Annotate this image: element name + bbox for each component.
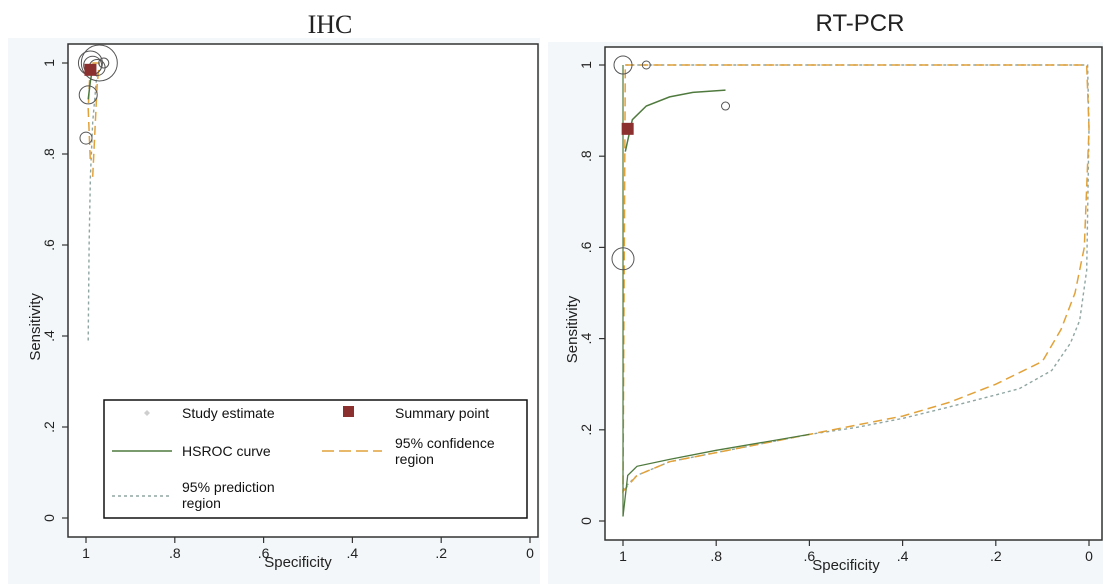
ihc-study-estimate-0 — [80, 44, 118, 82]
rt-pcr-hsroc-curve-lower — [622, 433, 810, 517]
rt-pcr-study-estimate-3 — [611, 247, 635, 271]
ihc-x-tick-label-0: 1 — [82, 545, 90, 561]
legend-prediction-region-label: 95% prediction region — [182, 479, 279, 511]
rt-pcr-plot: 1 .8 .6 .4 .2 0 0 .2 .4 .6 .8 1 Specificity Sensitivi… — [564, 55, 1093, 574]
ihc-x-axis-label: Specificity — [264, 554, 332, 571]
legend-study-estimate-marker — [144, 410, 150, 416]
ihc-x-tick-label-2: .6 — [258, 545, 270, 561]
ihc-x-tick-label-5: 0 — [526, 545, 534, 561]
rt-pcr-prediction-region — [622, 64, 1090, 490]
rt-pcr-confidence-region — [622, 64, 1090, 494]
rt-pcr-y-tick-label-3: .6 — [578, 241, 594, 253]
legend-prediction-region-line-2: region — [182, 495, 221, 511]
rt-pcr-x-tick-label-4: .2 — [990, 548, 1002, 564]
ihc-y-tick-label-3: .6 — [41, 239, 57, 251]
rt-pcr-y-tick-label-4: .8 — [578, 150, 594, 162]
ihc-summary-point — [84, 63, 97, 76]
chart-title-rt-pcr: RT-PCR — [815, 10, 905, 37]
rt-pcr-y-tick-label-2: .4 — [578, 333, 594, 345]
ihc-y-tick-label-5: 1 — [41, 59, 57, 67]
ihc-y-tick-label-0: 0 — [41, 514, 57, 522]
legend-summary-point-marker — [343, 406, 354, 417]
ihc-y-tick-label-1: .2 — [41, 421, 57, 433]
chart-title-ihc: IHC — [307, 10, 353, 39]
ihc-study-estimate-6 — [98, 57, 110, 69]
rt-pcr-x-tick-label-2: .6 — [804, 548, 816, 564]
rt-pcr-study-estimate-0 — [613, 55, 633, 75]
rt-pcr-x-axis-label: Specificity — [812, 557, 880, 574]
rt-pcr-y-axis-label: Sensitivity — [564, 295, 581, 363]
rt-pcr-x-tick-label-5: 0 — [1085, 548, 1093, 564]
legend-study-estimate-label: Study estimate — [182, 405, 275, 421]
legend-hsroc-curve-label: HSROC curve — [182, 443, 271, 459]
ihc-plot: 1 .8 .6 .4 .2 0 0 .2 .4 .6 .8 1 Specificity Sensitivi… — [27, 44, 534, 571]
rt-pcr-study-estimate-1 — [641, 60, 651, 70]
ihc-study-estimate-5 — [79, 131, 93, 145]
legend-confidence-region-line-2: region — [395, 451, 434, 467]
ihc-prediction-region — [87, 72, 98, 341]
legend-summary-point-label: Summary point — [395, 405, 489, 421]
rt-pcr-x-tick-label-0: 1 — [619, 548, 627, 564]
rt-pcr-study-estimate-2 — [721, 101, 731, 111]
ihc-x-tick-label-3: .4 — [347, 545, 359, 561]
rt-pcr-x-tick-label-1: .8 — [710, 548, 722, 564]
rt-pcr-y-tick-label-5: 1 — [578, 61, 594, 69]
ihc-x-tick-label-4: .2 — [435, 545, 447, 561]
ihc-legend-box — [103, 399, 528, 519]
rt-pcr-y-tick-label-1: .2 — [578, 424, 594, 436]
rt-pcr-y-tick-label-0: 0 — [578, 517, 594, 525]
ihc-x-tick-label-1: .8 — [169, 545, 181, 561]
ihc-study-estimate-4 — [78, 85, 98, 105]
ihc-y-axis-label: Sensitivity — [27, 293, 44, 361]
legend-confidence-region-label: 95% confidence region — [395, 435, 499, 467]
legend-confidence-region-line-1: 95% confidence — [395, 435, 495, 451]
ihc-confidence-region — [87, 62, 101, 177]
rt-pcr-plot-area — [604, 46, 1103, 541]
rt-pcr-summary-point — [621, 122, 634, 135]
legend-prediction-region-line-1: 95% prediction — [182, 479, 275, 495]
rt-pcr-x-tick-label-3: .4 — [897, 548, 909, 564]
ihc-legend: Study estimate Summary point HSROC curve… — [103, 399, 528, 519]
ihc-y-tick-label-2: .4 — [41, 330, 57, 342]
ihc-y-tick-label-4: .8 — [41, 148, 57, 160]
